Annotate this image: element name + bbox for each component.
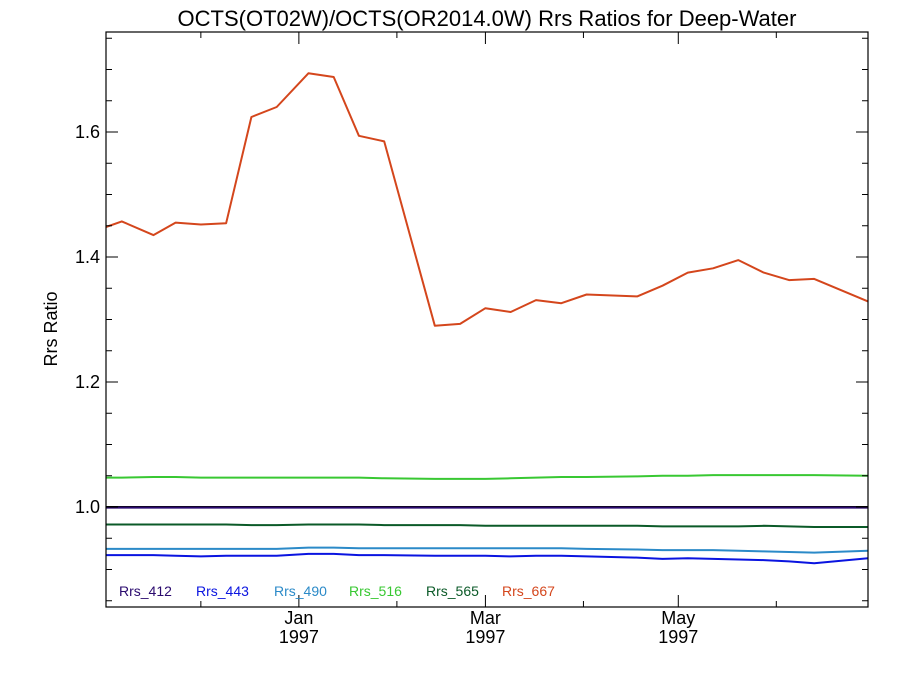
chart-title: OCTS(OT02W)/OCTS(OR2014.0W) Rrs Ratios f… [178, 6, 797, 31]
y-tick-label: 1.6 [75, 122, 100, 142]
y-tick-label: 1.4 [75, 247, 100, 267]
legend-item-rrs-490: Rrs_490 [274, 583, 327, 599]
series-line-rrs-667 [105, 72, 869, 327]
legend-item-rrs-565: Rrs_565 [426, 583, 479, 599]
y-axis-label: Rrs Ratio [41, 291, 61, 366]
series-line-rrs-565 [106, 523, 868, 528]
x-tick-month-label: Jan [284, 608, 313, 628]
x-tick-year-label: 1997 [279, 627, 319, 647]
series-line-rrs-516 [106, 474, 869, 480]
x-tick-year-label: 1997 [465, 627, 505, 647]
y-tick-label: 1.0 [75, 497, 100, 517]
legend: Rrs_412 Rrs_443 Rrs_490 Rrs_516 Rrs_565 Rrs_6… [119, 583, 555, 599]
legend-item-rrs-516: Rrs_516 [349, 583, 402, 599]
legend-item-rrs-667: Rrs_667 [502, 583, 555, 599]
legend-item-rrs-443: Rrs_443 [196, 583, 249, 599]
series-layer [105, 72, 869, 565]
x-tick-month-label: May [661, 608, 695, 628]
plot-frame [105, 31, 869, 608]
x-tick-year-label: 1997 [658, 627, 698, 647]
y-tick-label: 1.2 [75, 372, 100, 392]
x-tick-month-label: Mar [470, 608, 501, 628]
series-line-rrs-443 [106, 552, 869, 565]
series-line-rrs-490 [106, 546, 869, 554]
legend-item-rrs-412: Rrs_412 [119, 583, 172, 599]
